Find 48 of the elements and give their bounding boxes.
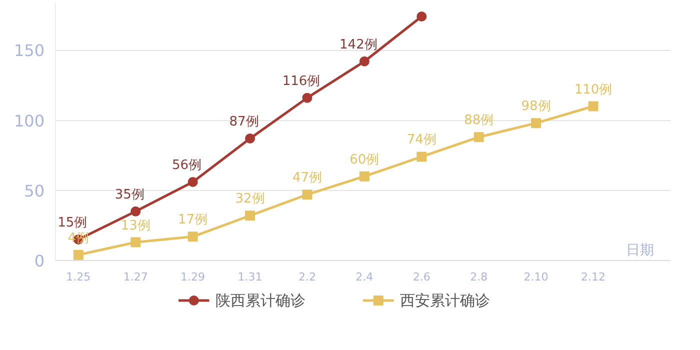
legend-label: 西安累计确诊: [400, 292, 490, 310]
x-tick-label: 2.6: [412, 270, 430, 284]
x-tick-label: 1.27: [123, 270, 148, 284]
y-tick-label: 0: [34, 252, 45, 270]
data-label: 88例: [464, 113, 494, 128]
point: [188, 232, 198, 242]
data-label: 74例: [406, 132, 436, 148]
point: [302, 92, 312, 103]
x-tick-label: 2.8: [470, 270, 488, 284]
point: [416, 12, 427, 22]
data-label: 47例: [292, 170, 322, 186]
data-label: 15例: [58, 215, 88, 230]
y-tick-label: 100: [14, 111, 45, 130]
data-label: 32例: [235, 192, 265, 207]
legend-label: 陕西累计确诊: [215, 292, 306, 310]
data-label: 60例: [350, 152, 380, 168]
data-label: 56例: [172, 158, 202, 173]
y-tick-label: 50: [24, 181, 44, 200]
x-tick-label: 2.2: [298, 270, 316, 284]
x-tick-label: 1.31: [238, 270, 262, 284]
point: [130, 206, 141, 216]
data-label: 116例: [282, 74, 320, 89]
x-tick-label: 2.10: [524, 270, 548, 284]
data-label: 17例: [178, 212, 208, 228]
x-axis-title: 日期: [626, 242, 654, 258]
point: [245, 134, 256, 144]
data-label: 98例: [521, 99, 551, 114]
x-tick-label: 1.25: [66, 270, 91, 284]
data-label: 142例: [340, 37, 378, 52]
data-label: 35例: [114, 187, 144, 202]
point: [474, 132, 484, 142]
point: [416, 152, 427, 162]
point: [359, 171, 370, 182]
point: [359, 56, 370, 66]
point: [73, 250, 84, 260]
point: [302, 190, 312, 200]
point: [188, 176, 198, 187]
data-label: 110例: [574, 82, 612, 98]
x-tick-label: 2.12: [581, 270, 606, 284]
point: [588, 101, 598, 112]
point: [130, 237, 141, 248]
y-tick-label: 150: [14, 41, 45, 60]
x-tick-label: 1.29: [180, 270, 206, 284]
data-label: 13例: [120, 218, 150, 234]
x-tick-label: 2.4: [356, 270, 374, 284]
point: [245, 210, 256, 221]
point: [531, 118, 542, 128]
data-label: 87例: [229, 114, 259, 130]
